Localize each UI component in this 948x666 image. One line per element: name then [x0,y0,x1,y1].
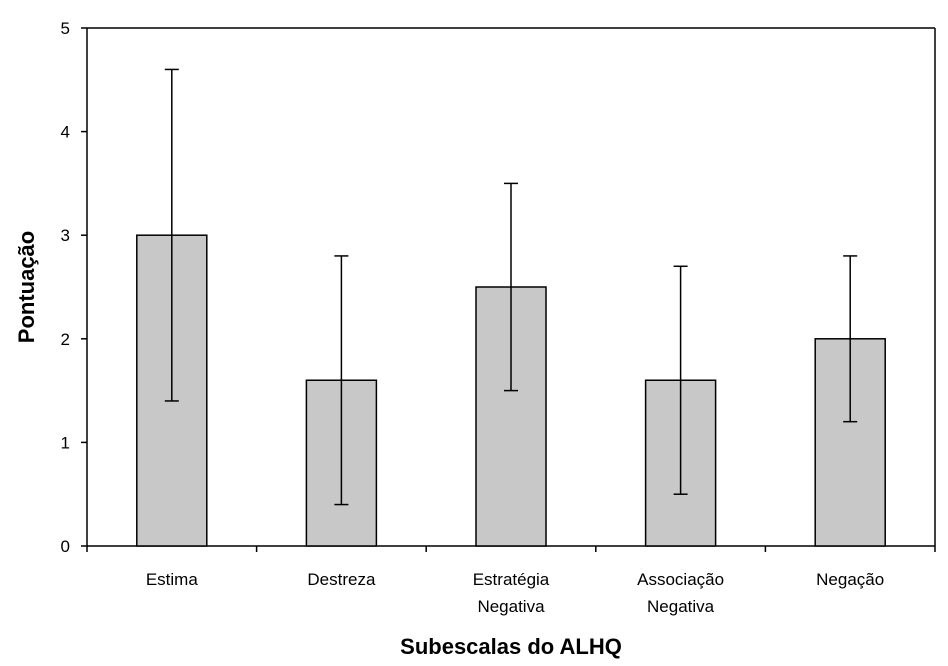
x-tick-label: Destreza [307,570,376,589]
error-bar [164,68,179,402]
x-tick-label: Negação [816,570,884,589]
y-tick-label: 5 [61,19,70,38]
y-axis-title: Pontuação [14,231,39,343]
x-axis-ticks: Estima Destreza Estratégia Negativa Associaç… [86,546,936,616]
y-tick-label: 1 [61,433,70,452]
y-tick-label: 0 [61,537,70,556]
error-bar [504,182,518,392]
error-bar [334,255,349,506]
y-tick-label: 4 [61,123,70,142]
y-axis-ticks: 0 1 2 3 4 5 [61,19,87,556]
x-tick-label: Associação Negativa [637,570,724,616]
x-tick-label: Estratégia Negativa [473,570,550,616]
x-axis-title: Subescalas do ALHQ [400,634,622,659]
error-bar [673,265,688,495]
bar [475,286,547,547]
y-tick-label: 2 [61,330,70,349]
y-tick-label: 3 [61,226,70,245]
error-bar [843,255,858,423]
error-bars [164,68,858,506]
x-tick-label: Estima [146,570,199,589]
